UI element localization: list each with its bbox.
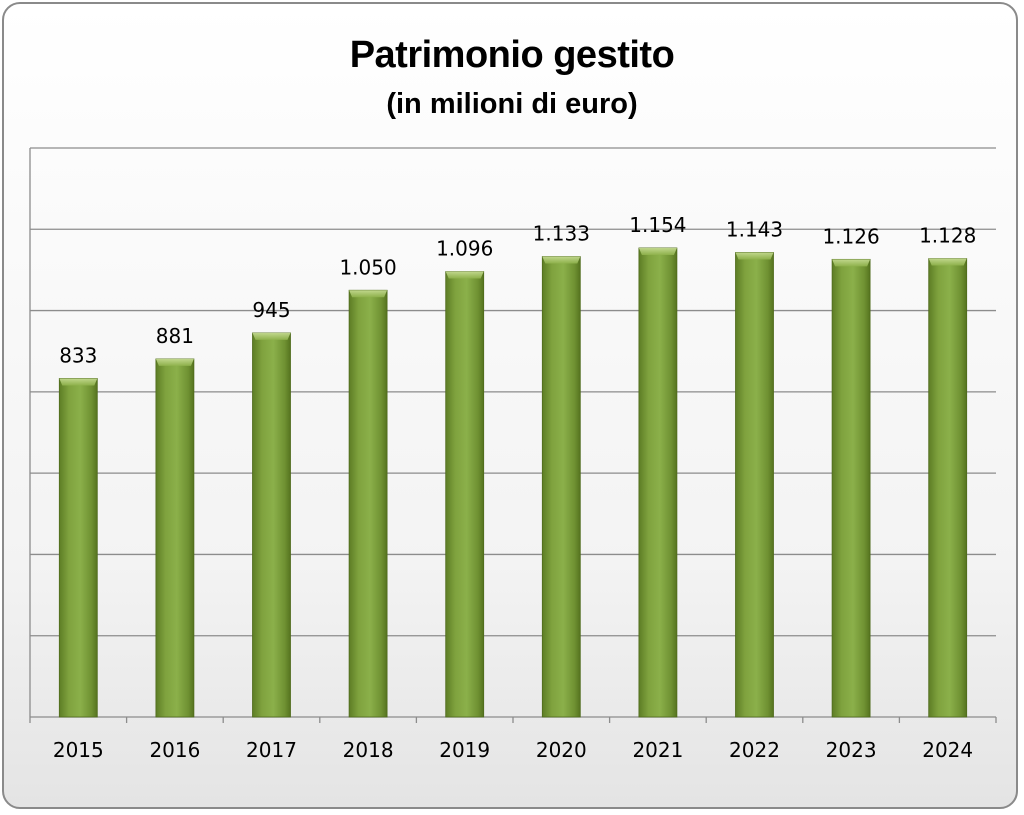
bar-cap xyxy=(252,332,291,340)
bar-2022 xyxy=(735,252,774,718)
x-tick-label: 2023 xyxy=(826,738,877,762)
x-tick-label: 2020 xyxy=(536,738,587,762)
data-label: 1.050 xyxy=(339,255,396,279)
bar-2017 xyxy=(252,332,291,718)
bar-cap xyxy=(445,271,484,279)
x-tick-label: 2017 xyxy=(246,738,297,762)
bar-cap xyxy=(542,256,581,264)
chart-title: Patrimonio gestito xyxy=(349,34,675,76)
bar-cap xyxy=(349,290,388,298)
bar-2015 xyxy=(58,378,98,718)
x-tick-label: 2024 xyxy=(922,738,973,762)
data-label: 1.128 xyxy=(919,224,976,248)
data-label: 1.133 xyxy=(533,222,590,246)
data-label: 1.154 xyxy=(629,213,686,237)
bar-cap xyxy=(832,259,871,267)
bar-cap xyxy=(59,378,98,386)
labels: 833 2015 881 2016 945 2017 1.050 2018 1.096 2019 1… xyxy=(53,213,976,762)
bar-2016 xyxy=(155,358,195,718)
bar-cap xyxy=(638,247,677,255)
x-tick-label: 2015 xyxy=(53,738,104,762)
bar-cap xyxy=(735,252,774,260)
bar-2021 xyxy=(638,247,678,718)
chart-subtitle: (in milioni di euro) xyxy=(386,88,638,120)
data-label: 881 xyxy=(156,324,194,348)
bar-cap xyxy=(155,358,194,366)
data-label: 833 xyxy=(59,343,97,367)
bars xyxy=(58,247,968,718)
x-tick-label: 2022 xyxy=(729,738,780,762)
data-label: 1.143 xyxy=(726,217,783,241)
bar-cap xyxy=(928,258,967,266)
data-label: 1.096 xyxy=(436,237,493,261)
bar-2023 xyxy=(831,258,871,718)
bar-2019 xyxy=(445,271,485,718)
bar-2018 xyxy=(348,289,388,718)
x-tick-label: 2019 xyxy=(439,738,490,762)
bar-2024 xyxy=(928,258,968,718)
x-tick-label: 2016 xyxy=(149,738,200,762)
data-label: 1.126 xyxy=(822,224,879,248)
x-tick-label: 2021 xyxy=(632,738,683,762)
data-label: 945 xyxy=(252,298,290,322)
bar-2020 xyxy=(541,256,581,718)
x-tick-label: 2018 xyxy=(343,738,394,762)
